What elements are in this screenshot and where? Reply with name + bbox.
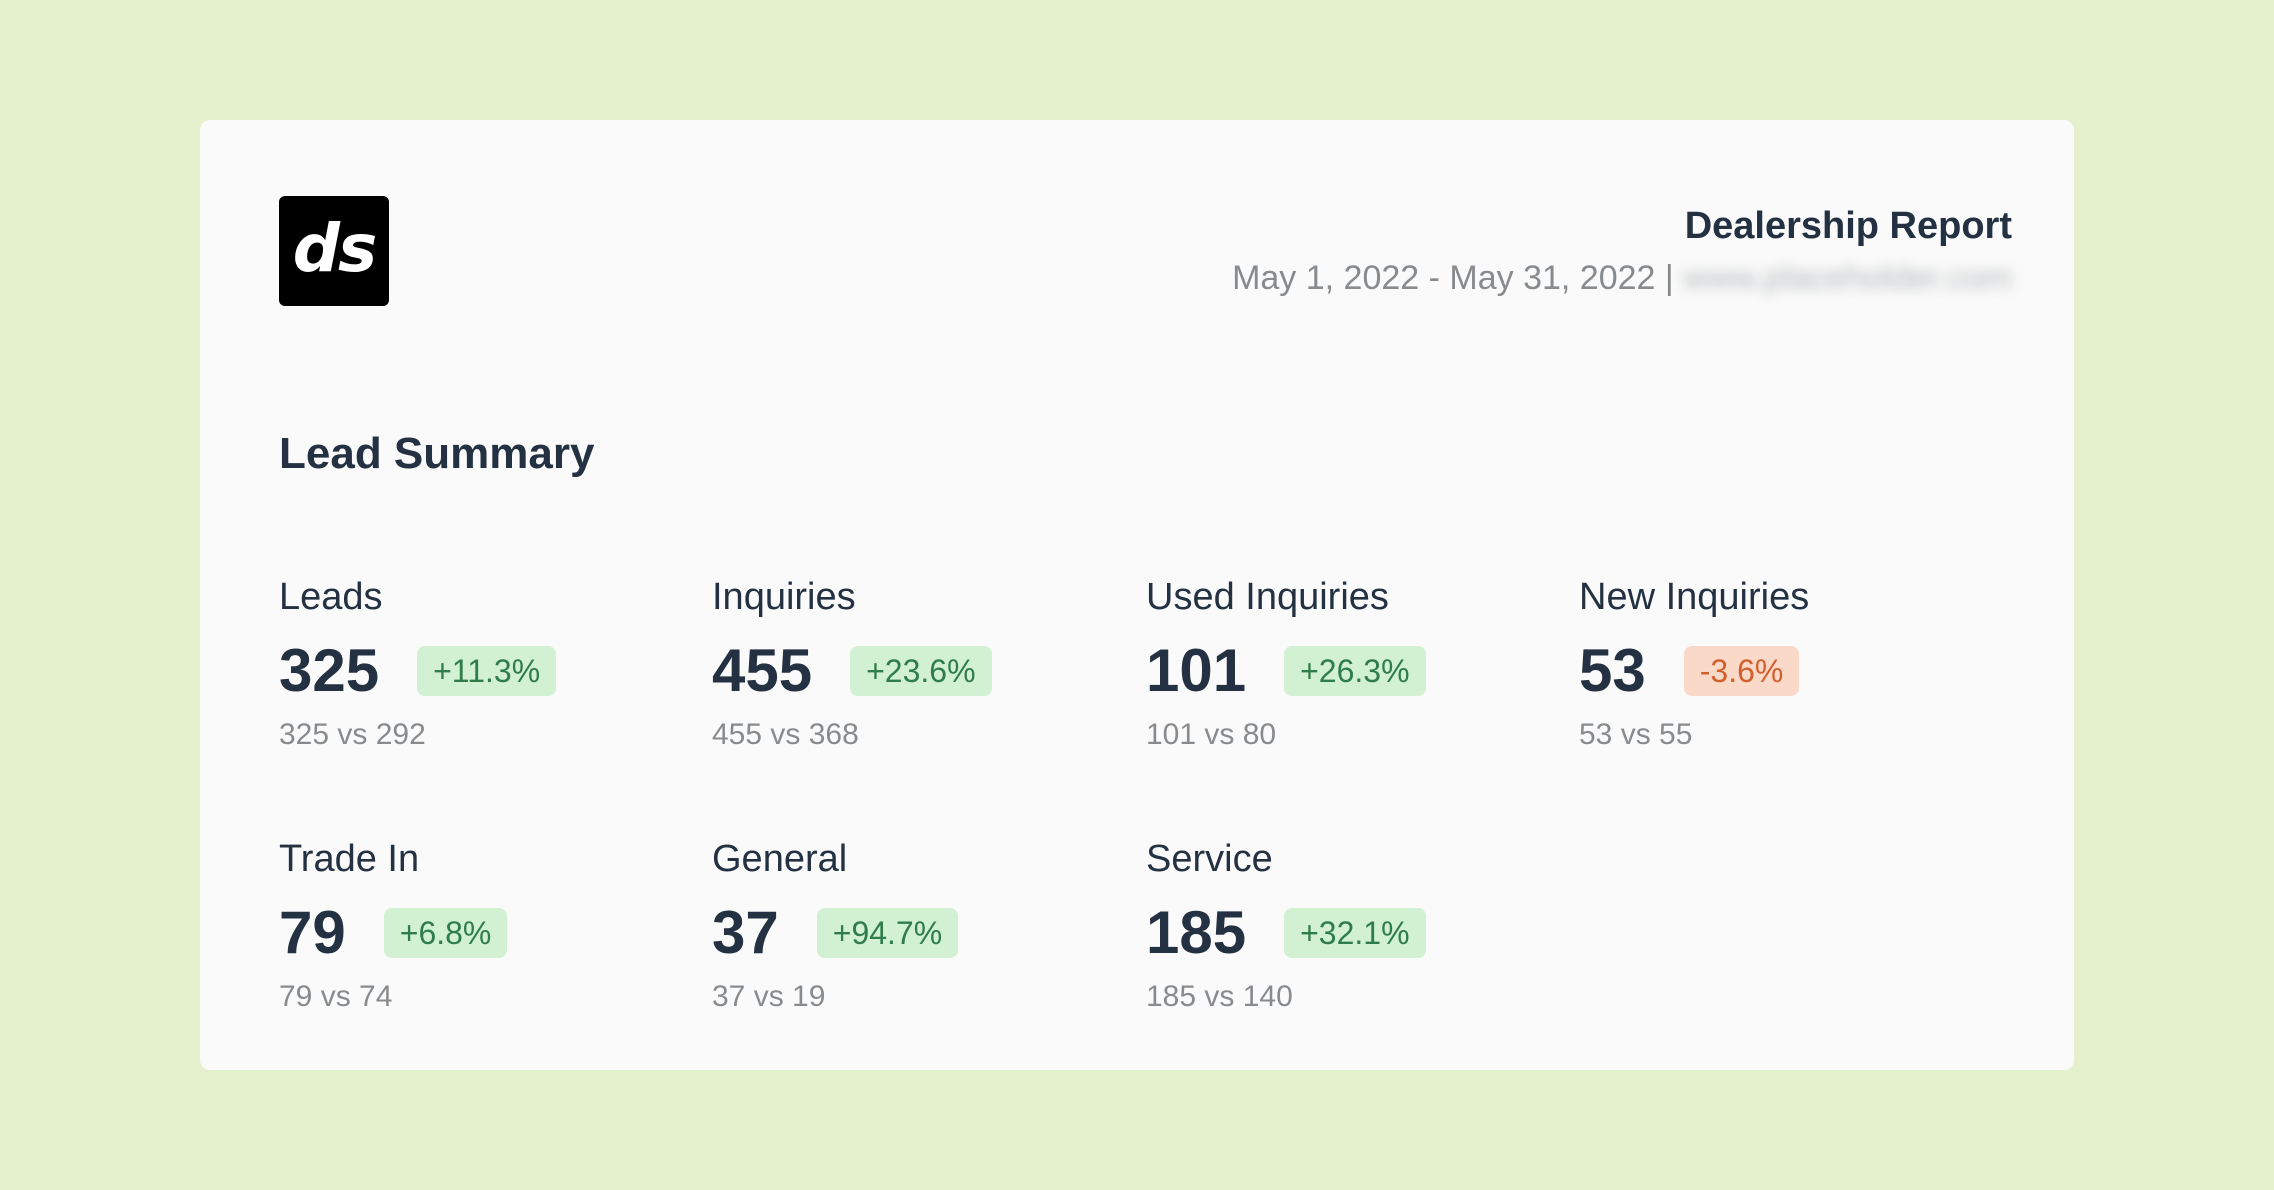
metric-label: Used Inquiries — [1146, 576, 1389, 618]
metric-new-inquiries: New Inquiries 53 -3.6% 53 vs 55 — [1579, 578, 1979, 750]
metric-label: General — [712, 838, 848, 880]
section-title: Lead Summary — [279, 429, 595, 478]
change-badge: -3.6% — [1683, 646, 1800, 696]
metric-value: 455 — [712, 637, 813, 704]
metric-value-row: 185 +32.1% — [1146, 899, 1546, 966]
report-meta: May 1, 2022 - May 31, 2022 | www.placeho… — [1232, 256, 2012, 300]
metric-value: 37 — [712, 899, 779, 966]
metric-inquiries: Inquiries 455 +23.6% 455 vs 368 — [712, 578, 1112, 750]
metric-compare: 101 vs 80 — [1146, 718, 1277, 751]
metric-value-row: 37 +94.7% — [712, 899, 1112, 966]
metric-value-row: 53 -3.6% — [1579, 637, 1979, 704]
metric-value: 53 — [1579, 637, 1646, 704]
ds-logo: ds — [279, 196, 389, 306]
change-badge: +94.7% — [816, 908, 959, 958]
metric-value: 101 — [1146, 637, 1247, 704]
date-range: May 1, 2022 - May 31, 2022 | — [1232, 258, 1674, 297]
metric-value-row: 79 +6.8% — [279, 899, 679, 966]
metric-label: Service — [1146, 838, 1273, 880]
metric-trade-in: Trade In 79 +6.8% 79 vs 74 — [279, 840, 679, 1012]
metric-value: 185 — [1146, 899, 1247, 966]
metric-value-row: 101 +26.3% — [1146, 637, 1546, 704]
change-badge: +11.3% — [417, 646, 557, 696]
report-title: Dealership Report — [1684, 205, 2012, 247]
metric-compare: 325 vs 292 — [279, 718, 426, 751]
change-badge: +32.1% — [1284, 908, 1426, 958]
website-blurred: www.placeholder.com — [1683, 258, 2012, 297]
report-card: ds Dealership Report May 1, 2022 - May 3… — [200, 120, 2074, 1070]
metric-general: General 37 +94.7% 37 vs 19 — [712, 840, 1112, 1012]
metric-label: Leads — [279, 576, 383, 618]
metric-service: Service 185 +32.1% 185 vs 140 — [1146, 840, 1546, 1012]
metric-compare: 455 vs 368 — [712, 718, 859, 751]
metric-compare: 79 vs 74 — [279, 980, 393, 1013]
metric-label: New Inquiries — [1579, 576, 1810, 618]
metric-value: 325 — [279, 637, 380, 704]
metric-label: Inquiries — [712, 576, 856, 618]
metric-value-row: 325 +11.3% — [279, 637, 679, 704]
report-header: Dealership Report May 1, 2022 - May 31, … — [1232, 204, 2012, 300]
change-badge: +23.6% — [850, 646, 992, 696]
change-badge: +6.8% — [383, 908, 508, 958]
metric-value: 79 — [279, 899, 346, 966]
metric-leads: Leads 325 +11.3% 325 vs 292 — [279, 578, 679, 750]
metric-value-row: 455 +23.6% — [712, 637, 1112, 704]
metric-used-inquiries: Used Inquiries 101 +26.3% 101 vs 80 — [1146, 578, 1546, 750]
metric-label: Trade In — [279, 838, 420, 880]
change-badge: +26.3% — [1284, 646, 1426, 696]
metric-compare: 185 vs 140 — [1146, 980, 1293, 1013]
logo-text: ds — [292, 210, 378, 287]
metric-compare: 53 vs 55 — [1579, 718, 1693, 751]
metric-compare: 37 vs 19 — [712, 980, 826, 1013]
